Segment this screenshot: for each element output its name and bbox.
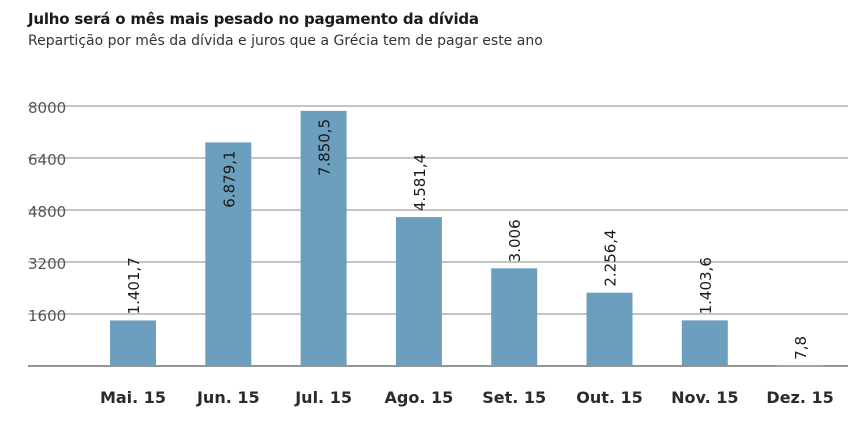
bar	[586, 292, 633, 366]
x-tick-label: Ago. 15	[385, 388, 454, 407]
y-tick-label: 1600	[28, 307, 66, 325]
x-tick-label: Jun. 15	[196, 388, 260, 407]
bar	[491, 268, 538, 366]
x-tick-label: Nov. 15	[671, 388, 738, 407]
y-tick-label: 4800	[28, 203, 66, 221]
value-label: 1.403,6	[697, 257, 715, 314]
chart-title: Julho será o mês mais pesado no pagament…	[28, 10, 479, 28]
bar	[205, 142, 252, 366]
bar	[681, 320, 728, 366]
chart-subtitle: Repartição por mês da dívida e juros que…	[28, 33, 543, 49]
y-tick-label: 8000	[28, 99, 66, 117]
value-label: 1.401,7	[125, 257, 143, 314]
bar	[300, 110, 347, 366]
x-tick-label: Dez. 15	[766, 388, 833, 407]
y-tick-label: 3200	[28, 255, 66, 273]
x-tick-label: Mai. 15	[100, 388, 166, 407]
x-tick-label: Jul. 15	[294, 388, 352, 407]
bar	[395, 217, 442, 366]
value-label: 2.256,4	[602, 229, 620, 286]
x-tick-label: Out. 15	[576, 388, 643, 407]
y-tick-label: 6400	[28, 151, 66, 169]
bar	[777, 365, 824, 367]
bar	[110, 320, 156, 366]
value-label: 7,8	[792, 336, 810, 360]
value-label: 4.581,4	[411, 154, 429, 211]
value-label: 3.006	[506, 219, 524, 262]
value-label: 6.879,1	[220, 150, 238, 207]
x-tick-label: Set. 15	[482, 388, 546, 407]
value-label: 7.850,5	[316, 119, 334, 176]
